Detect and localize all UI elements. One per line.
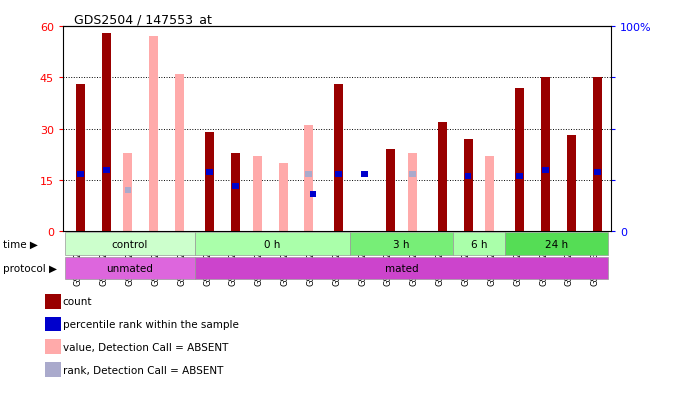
Text: 24 h: 24 h [545, 239, 568, 249]
Bar [485, 157, 494, 232]
Bar [465, 173, 471, 179]
Bar [438, 122, 447, 232]
Bar [103, 167, 110, 173]
Text: GDS2504 / 147553_at: GDS2504 / 147553_at [74, 13, 211, 26]
Bar [567, 136, 576, 232]
Bar [409, 171, 415, 178]
Bar [175, 75, 184, 232]
Text: 3 h: 3 h [393, 239, 410, 249]
Bar [232, 183, 239, 190]
Bar [408, 153, 417, 232]
Bar [124, 153, 133, 232]
Bar [336, 171, 342, 178]
Bar [306, 171, 312, 178]
Bar [149, 37, 158, 232]
Bar [386, 150, 395, 232]
Bar [231, 153, 240, 232]
Bar [541, 78, 550, 232]
Text: mated: mated [385, 263, 418, 273]
Text: rank, Detection Call = ABSENT: rank, Detection Call = ABSENT [63, 365, 223, 375]
Bar [594, 169, 601, 176]
Bar [310, 192, 316, 198]
Bar [124, 188, 131, 194]
Bar [195, 257, 608, 280]
Bar [463, 140, 473, 232]
Bar [253, 157, 262, 232]
Bar [517, 173, 524, 179]
Bar [334, 85, 343, 232]
Bar [505, 233, 608, 255]
Bar [453, 233, 505, 255]
Text: protocol ▶: protocol ▶ [3, 263, 57, 273]
Bar [542, 167, 549, 173]
Bar [304, 126, 313, 232]
Bar [206, 169, 213, 176]
Bar [195, 233, 350, 255]
Bar [77, 171, 84, 178]
Bar [350, 233, 453, 255]
Bar [593, 78, 602, 232]
Bar [515, 88, 524, 232]
Text: 0 h: 0 h [264, 239, 281, 249]
Bar [102, 34, 111, 232]
Bar [362, 171, 368, 178]
Text: control: control [112, 239, 148, 249]
Bar [66, 257, 195, 280]
Text: value, Detection Call = ABSENT: value, Detection Call = ABSENT [63, 342, 228, 352]
Text: 6 h: 6 h [470, 239, 487, 249]
Text: count: count [63, 297, 92, 306]
Bar [279, 164, 288, 232]
Bar [66, 233, 195, 255]
Text: time ▶: time ▶ [3, 239, 38, 249]
Bar [76, 85, 85, 232]
Text: percentile rank within the sample: percentile rank within the sample [63, 319, 239, 329]
Text: unmated: unmated [107, 263, 154, 273]
Bar [205, 133, 214, 232]
